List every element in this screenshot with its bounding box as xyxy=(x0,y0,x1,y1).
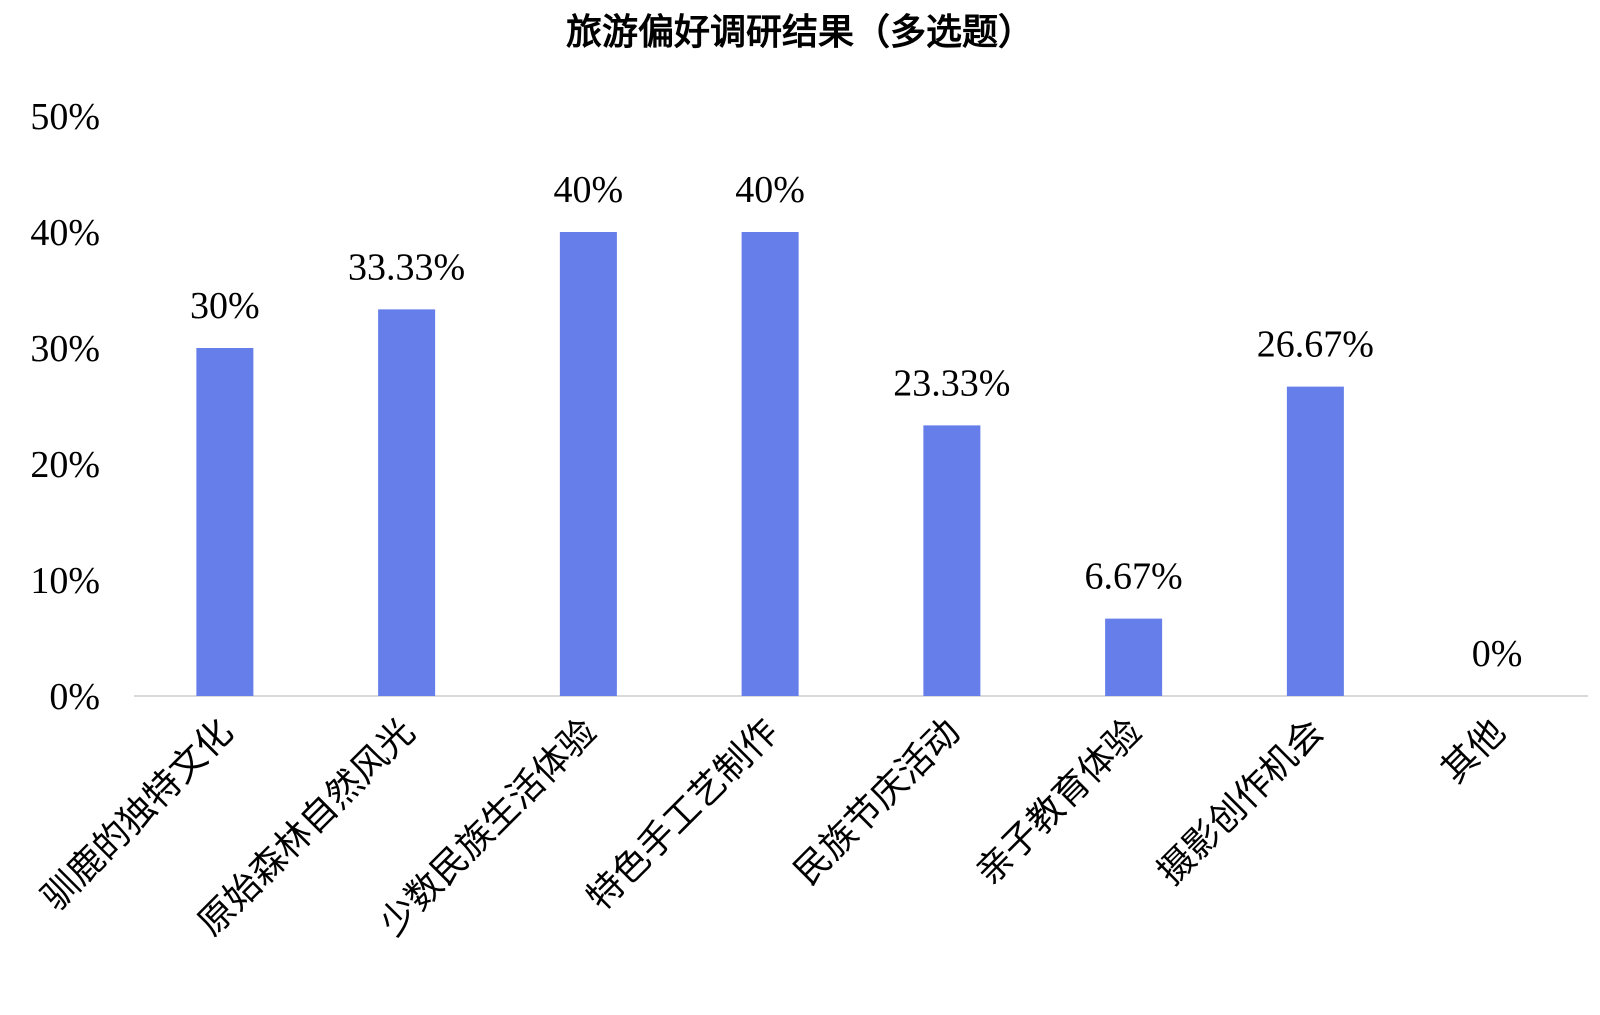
bar xyxy=(559,232,617,696)
bar xyxy=(1105,618,1163,696)
y-tick-label: 50% xyxy=(30,96,100,138)
bar xyxy=(741,232,799,696)
x-tick-label: 民族节庆活动 xyxy=(787,711,969,893)
data-label: 33.33% xyxy=(348,246,465,288)
data-label: 26.67% xyxy=(1257,324,1374,366)
data-label: 40% xyxy=(554,169,624,211)
bar xyxy=(923,425,981,696)
x-tick-label: 亲子教育体验 xyxy=(968,711,1150,893)
bar xyxy=(196,348,254,696)
data-labels-group: 30% 33.33% 40% 40% 23.33% 6.67% 26.67% 0% xyxy=(190,169,1522,675)
x-tick-label: 驯鹿的独特文化 xyxy=(34,711,241,918)
chart-title: 旅游偏好调研结果（多选题） xyxy=(566,11,1034,53)
data-label: 6.67% xyxy=(1085,556,1183,598)
bar xyxy=(1286,386,1344,696)
data-label: 30% xyxy=(190,285,260,327)
x-tick-label: 特色手工艺制作 xyxy=(579,711,786,918)
y-tick-label: 10% xyxy=(30,560,100,602)
y-tick-label: 30% xyxy=(30,328,100,370)
y-tick-label: 20% xyxy=(30,444,100,486)
x-tick-label: 摄影创作机会 xyxy=(1150,711,1332,893)
data-label: 0% xyxy=(1472,633,1523,675)
bars-group xyxy=(196,232,1344,696)
x-tick-label: 其他 xyxy=(1434,711,1514,791)
bar xyxy=(378,309,436,696)
y-tick-label: 40% xyxy=(30,212,100,254)
data-label: 23.33% xyxy=(893,362,1010,404)
data-label: 40% xyxy=(735,169,805,211)
y-tick-label: 0% xyxy=(49,676,100,718)
y-axis-ticks: 0% 10% 20% 30% 40% 50% xyxy=(30,96,100,718)
